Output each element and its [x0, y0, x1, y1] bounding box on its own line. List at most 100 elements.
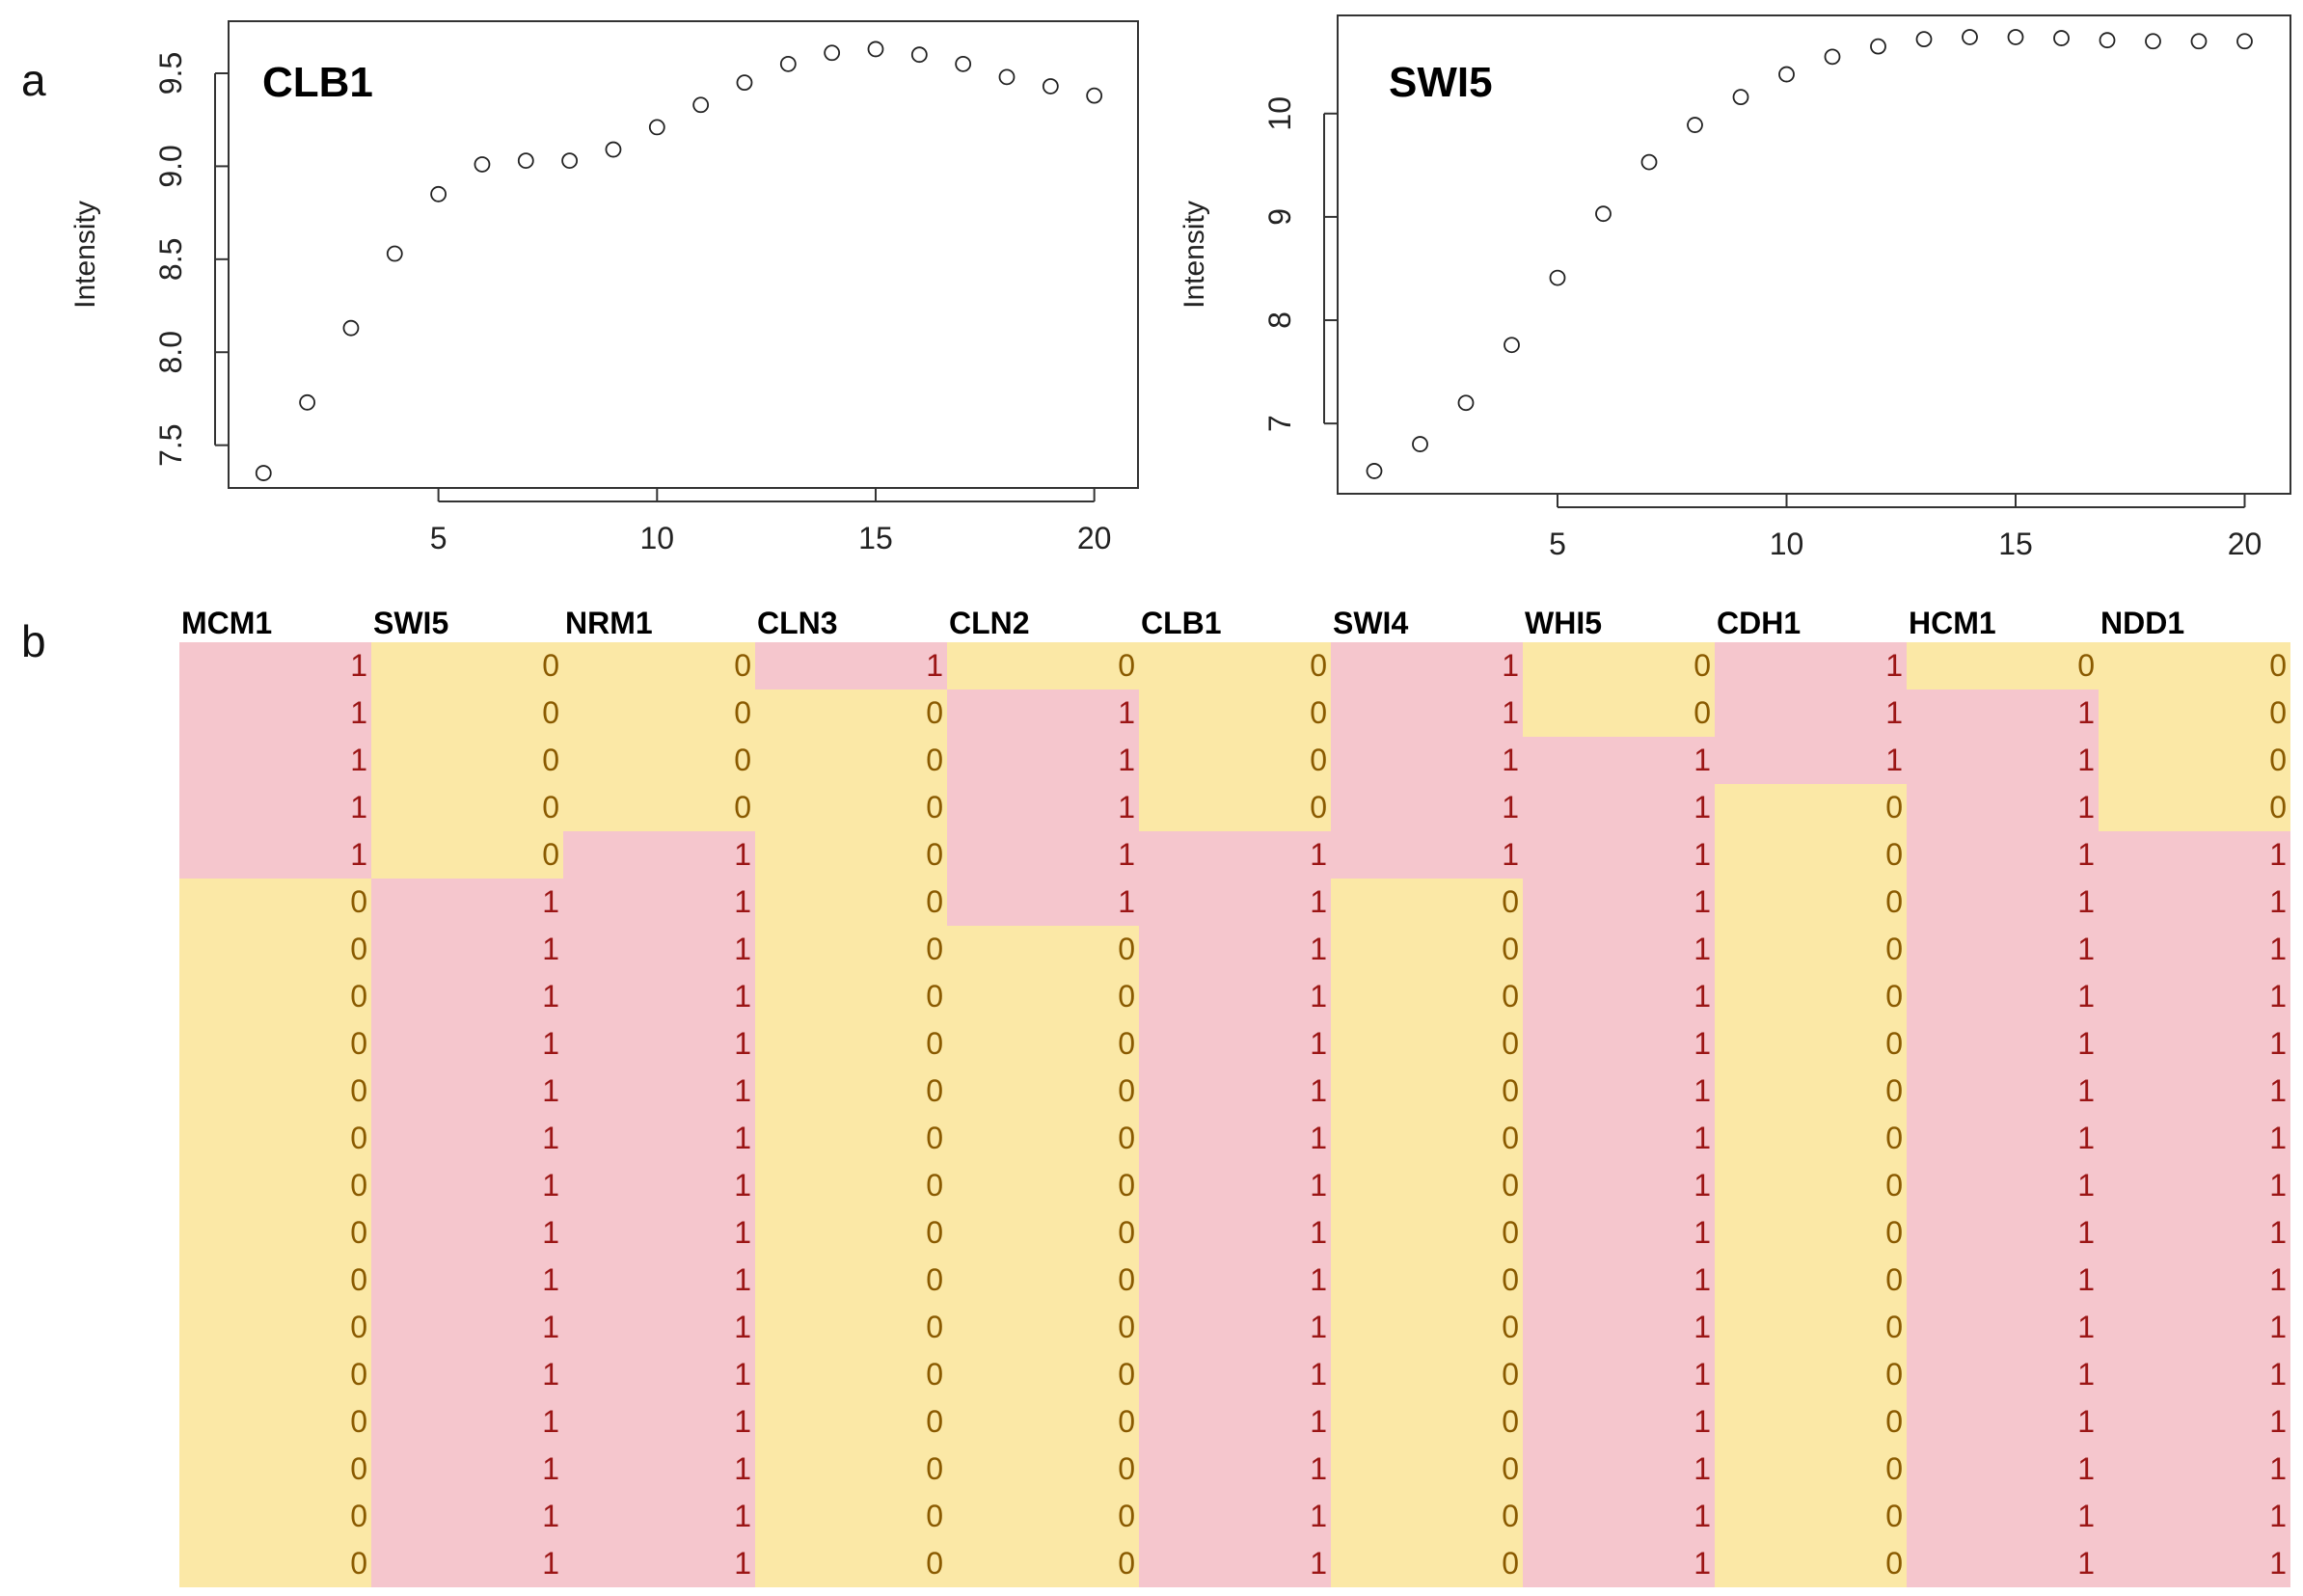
plot-swi5-point [1870, 38, 1886, 55]
panel-label-b: b [21, 616, 46, 666]
table-cell: 1 [1139, 1020, 1331, 1068]
plot-swi5-point [1732, 89, 1749, 106]
plot-swi5-point [1595, 205, 1612, 223]
plot-clb1-y-tick-label: 9.5 [153, 52, 188, 95]
table-cell: 1 [563, 1351, 755, 1398]
table-cell: 0 [947, 1398, 1139, 1446]
table-cell: 0 [179, 1493, 371, 1540]
table-cell: 0 [179, 926, 371, 973]
table-cell: 0 [179, 1304, 371, 1351]
table-cell: 1 [1523, 1398, 1715, 1446]
table-cell: 0 [1715, 1115, 1907, 1162]
table-cell: 1 [1907, 926, 2099, 973]
table-cell: 1 [1139, 926, 1331, 973]
column-header: CLN3 [757, 606, 838, 640]
plot-swi5-point [1962, 29, 1978, 45]
plot-swi5-point [1824, 48, 1841, 66]
plot-clb1-point [517, 152, 534, 170]
table-cell: 1 [1523, 784, 1715, 831]
table-cell: 0 [1331, 1304, 1523, 1351]
panel-label-a: a [21, 55, 46, 105]
plot-clb1-point [430, 185, 447, 203]
table-cell: 1 [1907, 737, 2099, 784]
table-cell: 0 [2099, 690, 2290, 737]
table-cell: 1 [371, 926, 563, 973]
plot-swi5-point [1412, 436, 1428, 452]
table-cell: 0 [563, 642, 755, 690]
plot-swi5-point [1687, 117, 1703, 133]
table-cell: 1 [371, 1209, 563, 1257]
table-cell: 0 [1139, 690, 1331, 737]
plot-swi5-point [2099, 32, 2116, 49]
table-cell: 1 [1715, 642, 1907, 690]
table-cell: 0 [755, 1398, 947, 1446]
table-cell: 1 [947, 831, 1139, 879]
table-cell: 1 [1139, 1068, 1331, 1115]
column-header: NDD1 [2100, 606, 2185, 640]
table-cell: 0 [1715, 1398, 1907, 1446]
table-cell: 0 [755, 831, 947, 879]
table-cell: 1 [1907, 973, 2099, 1020]
table-cell: 1 [563, 1540, 755, 1587]
plot-swi5-y-tick-label: 8 [1262, 311, 1297, 329]
table-cell: 1 [2099, 1115, 2290, 1162]
table-cell: 0 [1139, 784, 1331, 831]
table-cell: 0 [755, 737, 947, 784]
table-cell: 0 [2099, 784, 2290, 831]
table-cell: 0 [1139, 737, 1331, 784]
table-cell: 0 [947, 1304, 1139, 1351]
table-cell: 0 [1331, 973, 1523, 1020]
table-cell: 0 [755, 1304, 947, 1351]
table-cell: 0 [1715, 1493, 1907, 1540]
table-cell: 1 [563, 1257, 755, 1304]
table-cell: 0 [2099, 642, 2290, 690]
table-cell: 1 [1139, 1257, 1331, 1304]
table-cell: 0 [755, 1351, 947, 1398]
table-cell: 1 [1907, 1209, 2099, 1257]
table-cell: 1 [2099, 1304, 2290, 1351]
table-cell: 1 [1907, 690, 2099, 737]
table-cell: 1 [1523, 1115, 1715, 1162]
table-cell: 0 [1331, 1115, 1523, 1162]
table-cell: 0 [1715, 1304, 1907, 1351]
table-cell: 1 [1139, 1398, 1331, 1446]
table-cell: 0 [179, 973, 371, 1020]
table-cell: 1 [179, 642, 371, 690]
table-cell: 1 [2099, 1493, 2290, 1540]
table-cell: 1 [371, 973, 563, 1020]
plot-swi5-point [1504, 337, 1520, 354]
table-cell: 1 [1523, 1020, 1715, 1068]
table-cell: 1 [563, 1304, 755, 1351]
table-cell: 1 [563, 1115, 755, 1162]
table-cell: 0 [947, 973, 1139, 1020]
table-cell: 1 [1139, 831, 1331, 879]
table-cell: 1 [1331, 831, 1523, 879]
table-cell: 1 [1139, 1115, 1331, 1162]
table-cell: 1 [1331, 784, 1523, 831]
table-cell: 1 [1907, 784, 2099, 831]
table-cell: 0 [1331, 1068, 1523, 1115]
table-cell: 1 [563, 926, 755, 973]
table-cell: 0 [1523, 642, 1715, 690]
table-cell: 0 [755, 1162, 947, 1209]
table-cell: 1 [1907, 1115, 2099, 1162]
table-cell: 1 [563, 1209, 755, 1257]
table-cell: 0 [947, 1351, 1139, 1398]
table-cell: 0 [179, 1540, 371, 1587]
table-cell: 1 [2099, 973, 2290, 1020]
table-cell: 1 [1523, 1493, 1715, 1540]
table-cell: 1 [1907, 1351, 2099, 1398]
table-cell: 0 [1715, 1540, 1907, 1587]
plot-swi5-x-tick-label: 20 [2228, 527, 2262, 561]
table-cell: 1 [1139, 1493, 1331, 1540]
table-cell: 0 [755, 973, 947, 1020]
table-cell: 0 [755, 1446, 947, 1493]
plot-swi5-y-tick-label: 7 [1262, 415, 1297, 432]
plot-swi5-point [1366, 463, 1383, 479]
